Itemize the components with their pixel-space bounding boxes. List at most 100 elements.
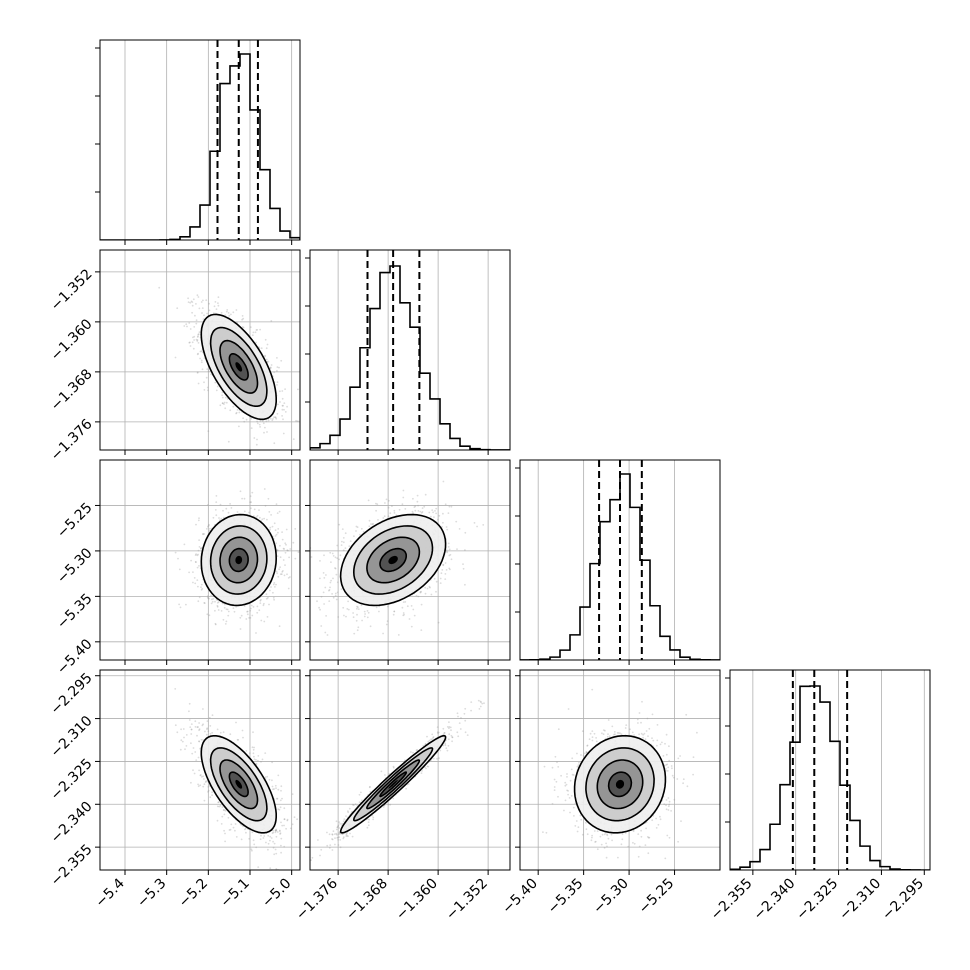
sample-point (257, 755, 260, 757)
sample-point (200, 359, 203, 362)
sample-point (417, 595, 420, 598)
panel-p1-p1 (95, 39, 301, 245)
sample-point (323, 603, 325, 605)
sample-point (279, 556, 282, 559)
sample-point (190, 559, 193, 562)
sample-point (214, 509, 217, 511)
sample-point (334, 567, 337, 570)
sample-point (227, 610, 230, 613)
sample-point (232, 607, 235, 610)
sample-point (227, 312, 230, 314)
sample-point (198, 546, 201, 548)
sample-point (243, 420, 246, 423)
sample-point (342, 537, 345, 539)
sample-point (246, 610, 249, 613)
sample-point (281, 538, 284, 541)
sample-point (449, 553, 452, 556)
sample-point (227, 440, 230, 443)
sample-point (195, 553, 198, 555)
sample-point (420, 629, 423, 631)
sample-point (255, 329, 258, 331)
sample-point (216, 604, 219, 607)
sample-point (255, 762, 258, 765)
sample-point (210, 602, 213, 605)
sample-point (207, 504, 209, 506)
sample-point (355, 619, 358, 622)
sample-point (256, 438, 258, 441)
sample-point (419, 510, 422, 513)
sample-point (344, 532, 347, 535)
sample-point (250, 501, 253, 504)
sample-point (275, 828, 278, 831)
sample-point (192, 347, 195, 350)
sample-point (277, 808, 280, 811)
sample-point (178, 568, 181, 571)
sample-point (276, 549, 279, 552)
sample-point (203, 314, 205, 317)
sample-point (442, 564, 445, 567)
sample-point (217, 609, 220, 611)
sample-point (255, 516, 258, 518)
sample-point (196, 339, 199, 341)
sample-point (279, 390, 281, 393)
sample-point (251, 746, 254, 749)
sample-point (263, 620, 266, 623)
sample-point (276, 369, 278, 372)
sample-point (260, 347, 263, 350)
sample-point (282, 570, 284, 572)
sample-point (202, 533, 205, 535)
sample-point (284, 551, 287, 554)
sample-point (200, 738, 203, 741)
sample-point (393, 610, 396, 613)
sample-point (215, 495, 218, 497)
sample-point (276, 572, 279, 575)
sample-point (476, 525, 478, 528)
sample-point (270, 320, 273, 322)
sample-point (430, 593, 433, 596)
sample-point (424, 592, 427, 595)
sample-point (324, 586, 327, 589)
sample-point (244, 828, 246, 831)
sample-point (229, 409, 232, 412)
panel-frame (309, 249, 511, 451)
sample-point (423, 505, 426, 508)
sample-point (256, 605, 259, 608)
sample-point (219, 404, 222, 407)
sample-point (187, 297, 190, 300)
sample-point (445, 549, 448, 551)
sample-point (185, 323, 188, 326)
sample-point (249, 501, 252, 504)
sample-point (334, 567, 336, 569)
sample-point (482, 524, 485, 526)
sample-point (265, 593, 268, 596)
sample-point (264, 338, 267, 341)
sample-point (183, 325, 186, 327)
sample-point (213, 305, 216, 308)
sample-point (266, 343, 269, 346)
sample-point (287, 577, 290, 579)
sample-point (201, 312, 203, 314)
sample-point (435, 580, 438, 583)
sample-point (339, 554, 342, 557)
sample-point (253, 758, 256, 761)
sample-point (208, 309, 211, 312)
sample-point (215, 501, 218, 503)
sample-point (287, 587, 290, 590)
sample-point (232, 405, 235, 408)
sample-point (223, 403, 225, 405)
sample-point (259, 426, 261, 428)
contour-p2-p3-1 (366, 536, 421, 584)
sample-point (310, 556, 313, 558)
sample-point (346, 608, 349, 610)
sample-point (296, 420, 299, 423)
sample-point (274, 529, 277, 532)
sample-point (274, 535, 277, 537)
sample-point (207, 370, 210, 373)
sample-point (203, 533, 206, 535)
sample-point (264, 504, 267, 507)
sample-point (267, 360, 270, 363)
sample-point (357, 608, 360, 610)
sample-point (226, 608, 229, 611)
sample-point (328, 600, 331, 602)
histogram-p2 (310, 265, 510, 450)
